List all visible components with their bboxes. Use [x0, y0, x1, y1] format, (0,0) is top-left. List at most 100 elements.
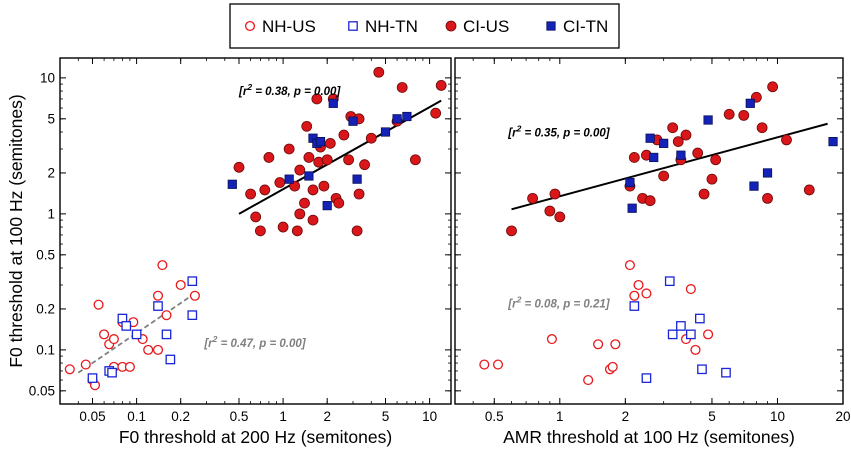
data-point — [672, 136, 684, 147]
data-point — [625, 177, 635, 188]
data-point — [628, 152, 640, 163]
data-point — [304, 171, 314, 181]
data-point — [667, 122, 679, 134]
x-tick-label: 10 — [770, 409, 785, 424]
data-point — [803, 184, 815, 196]
annotation-rest: = 0.35, p = 0.00] — [521, 128, 610, 140]
fit-annotation: [r2 = 0.08, p = 0.21] — [507, 294, 610, 310]
plot-frame — [454, 57, 844, 405]
data-point — [738, 109, 750, 121]
data-point — [245, 188, 256, 200]
data-point — [321, 154, 333, 166]
data-point — [343, 154, 355, 166]
data-point — [633, 279, 644, 291]
x-tick-label: 0.1 — [127, 409, 146, 424]
data-point — [124, 361, 135, 372]
legend-marker — [244, 20, 256, 32]
data-point — [506, 225, 517, 237]
data-point — [80, 359, 91, 370]
data-point — [93, 299, 104, 310]
data-point — [641, 288, 652, 299]
data-point — [328, 98, 338, 108]
annotation-rest: = 0.47, p = 0.00] — [217, 338, 306, 350]
data-point — [250, 211, 262, 223]
legend-label: CI-TN — [563, 17, 608, 36]
data-point — [554, 211, 566, 223]
data-point — [294, 208, 306, 220]
legend-label: NH-TN — [365, 17, 418, 36]
data-point — [549, 188, 561, 200]
x-tick-label: 2 — [622, 409, 630, 424]
data-point — [402, 111, 412, 122]
data-point — [629, 301, 640, 311]
y-tick-label: 2 — [47, 165, 55, 180]
annotation-rest: = 0.38, p = 0.00] — [252, 86, 341, 98]
data-point — [352, 174, 362, 184]
data-point — [664, 276, 675, 287]
y-tick-label: 0.1 — [36, 342, 55, 357]
data-point — [695, 313, 705, 324]
data-point — [685, 284, 696, 295]
data-point — [627, 203, 637, 213]
data-point — [161, 329, 172, 340]
data-point — [299, 197, 310, 209]
legend-label: NH-US — [262, 17, 316, 36]
y-tick-label: 10 — [40, 70, 55, 85]
data-point — [291, 225, 303, 237]
annotation-rest: = 0.08, p = 0.21] — [521, 298, 610, 310]
data-point — [322, 201, 332, 211]
data-point — [259, 184, 271, 196]
data-point — [676, 321, 686, 331]
data-point — [380, 127, 391, 137]
series-ci-tn — [625, 98, 838, 213]
data-point — [157, 260, 168, 271]
data-point — [409, 154, 421, 166]
data-point — [131, 329, 142, 340]
data-point — [479, 359, 490, 370]
data-point — [189, 290, 200, 301]
regression-line — [511, 122, 828, 211]
data-point — [658, 170, 670, 182]
annotation-open: [ — [203, 338, 209, 350]
series-nh-us — [479, 260, 714, 386]
x-tick-label: 0.05 — [79, 409, 105, 424]
data-point — [659, 138, 669, 148]
data-point — [283, 143, 295, 155]
data-point — [706, 173, 718, 185]
data-point — [649, 152, 659, 163]
data-point — [359, 159, 370, 171]
legend: NH-US NH-TN CI-US CI-TN — [229, 3, 620, 49]
data-point — [353, 188, 365, 200]
data-point — [351, 225, 363, 237]
data-point — [165, 354, 176, 365]
data-point — [607, 361, 618, 372]
data-point — [348, 116, 358, 126]
data-point — [767, 81, 779, 93]
data-point — [318, 180, 330, 192]
data-point — [315, 136, 326, 147]
legend-marker — [546, 21, 556, 31]
plot-frame — [59, 57, 452, 405]
data-point — [629, 290, 640, 301]
annotation-sup: 2 — [246, 82, 252, 92]
legend-marker — [445, 20, 457, 32]
x-tick-label: 0.5 — [485, 409, 504, 424]
data-point — [645, 133, 655, 143]
data-point — [396, 82, 408, 93]
x-tick-label: 2 — [323, 409, 331, 424]
x-tick-label: 0.5 — [230, 409, 249, 424]
y-axis-label: F0 threshold at 100 Hz (semitones) — [6, 94, 26, 367]
x-tick-label: 1 — [556, 409, 564, 424]
data-point — [64, 364, 75, 375]
x-tick-label: 5 — [708, 409, 716, 424]
annotation-r: r — [512, 298, 517, 310]
panel-amr-100hz: 0.5 1 2 5 10 20 AMR threshold at 100 Hz (semit… — [454, 57, 851, 447]
data-point — [698, 188, 710, 200]
data-point — [233, 161, 245, 173]
series-ci-us — [233, 66, 447, 237]
annotation-r: r — [512, 128, 517, 140]
data-point — [641, 373, 652, 383]
data-point — [143, 344, 154, 355]
data-point — [263, 152, 275, 163]
